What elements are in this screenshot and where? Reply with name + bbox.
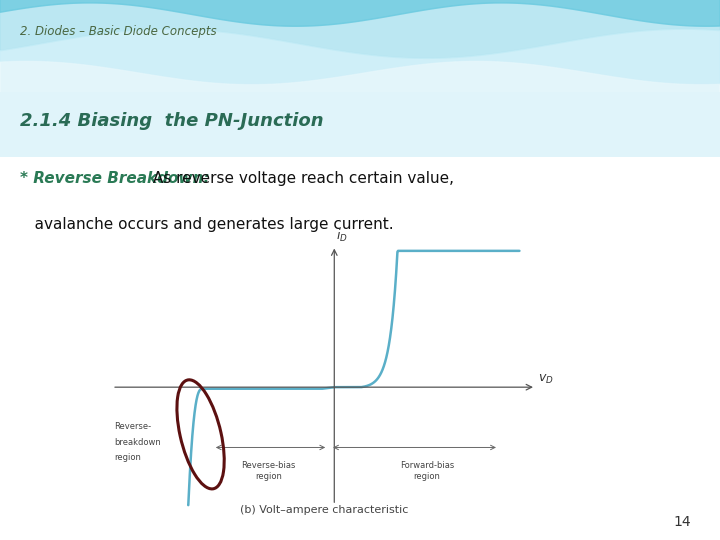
- Text: Reverse-: Reverse-: [114, 422, 151, 431]
- Text: avalanche occurs and generates large current.: avalanche occurs and generates large cur…: [20, 217, 394, 232]
- Text: breakdown: breakdown: [114, 438, 161, 447]
- Text: region: region: [114, 454, 141, 462]
- Text: Forward-bias
region: Forward-bias region: [400, 461, 454, 481]
- Text: 2. Diodes – Basic Diode Concepts: 2. Diodes – Basic Diode Concepts: [20, 25, 217, 38]
- Text: * Reverse Breakdown:: * Reverse Breakdown:: [20, 171, 210, 186]
- Text: $i_D$: $i_D$: [336, 228, 348, 244]
- Text: (b) Volt–ampere characteristic: (b) Volt–ampere characteristic: [240, 505, 408, 515]
- Text: Reverse-bias
region: Reverse-bias region: [241, 461, 296, 481]
- Text: $v_D$: $v_D$: [538, 373, 554, 387]
- Text: 2.1.4 Biasing  the PN-Junction: 2.1.4 Biasing the PN-Junction: [20, 112, 324, 130]
- Text: 14: 14: [674, 515, 691, 529]
- Text: As reverse voltage reach certain value,: As reverse voltage reach certain value,: [148, 171, 454, 186]
